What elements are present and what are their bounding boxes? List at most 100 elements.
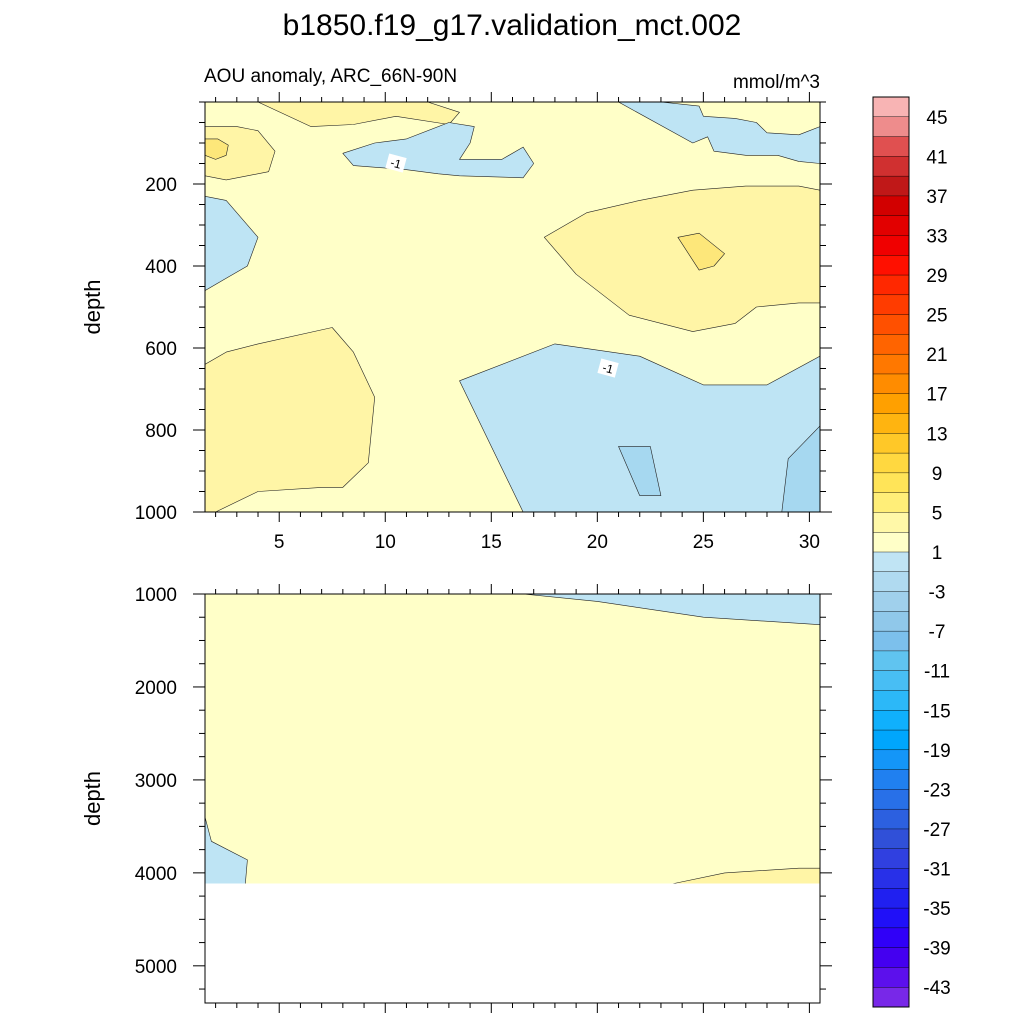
contour-label: -1	[385, 153, 407, 173]
contour-field	[205, 102, 820, 512]
colorbar-swatch	[872, 294, 910, 316]
colorbar-swatch	[872, 116, 910, 138]
contour-region-blue-br-core1	[618, 446, 662, 496]
colorbar-frame	[872, 96, 910, 1008]
contour-region-blue-left-mid	[205, 196, 259, 291]
colorbar-label: -15	[923, 701, 950, 722]
colorbar-swatch	[872, 492, 910, 513]
colorbar-label: -3	[929, 583, 946, 604]
y-tick-label: 3000	[135, 771, 177, 792]
colorbar-label: 9	[932, 464, 943, 485]
colorbar-label: -7	[929, 622, 946, 643]
colorbar-swatch	[872, 532, 910, 553]
colorbar-label: -27	[923, 820, 950, 841]
colorbar-swatch	[872, 808, 910, 830]
colorbar-swatch	[872, 314, 910, 335]
colorbar-swatch	[872, 433, 910, 454]
colorbar-swatch	[872, 729, 910, 751]
colorbar-swatch	[872, 413, 910, 434]
colorbar-swatch	[872, 195, 910, 217]
colorbar-label: -43	[923, 978, 950, 999]
x-tick-label: 25	[693, 532, 714, 553]
upper-panel: -1 -1 5 10 15 20 25 30 200 400 600 800 1000 depth	[80, 92, 832, 553]
colorbar-label: 29	[926, 266, 947, 287]
y-tick-label: 200	[145, 175, 177, 196]
colorbar-swatch	[872, 373, 910, 395]
colorbar-label: 17	[926, 385, 947, 406]
colorbar-swatch	[872, 96, 910, 118]
colorbar-swatch	[872, 393, 910, 415]
y-tick-label: 600	[145, 339, 177, 360]
colorbar-swatch	[872, 571, 910, 593]
y-axis-label: depth	[80, 771, 105, 826]
colorbar-swatch	[872, 611, 910, 632]
contour-fill-base	[205, 594, 820, 885]
colorbar-label: 13	[926, 424, 947, 445]
colorbar-label: -23	[923, 780, 950, 801]
y-axis-label: depth	[80, 279, 105, 334]
colorbar-swatch	[872, 888, 910, 909]
lower-panel: 1000 2000 3000 4000 5000 depth	[80, 584, 832, 1013]
colorbar-swatch	[872, 769, 910, 790]
x-tick-label: 10	[375, 532, 396, 553]
colorbar-label: 41	[926, 147, 947, 168]
colorbar-swatch	[872, 274, 910, 296]
colorbar-swatch	[872, 927, 910, 949]
contour-label-text: -1	[601, 360, 615, 376]
colorbar-swatch	[872, 690, 910, 711]
x-tick-label: 30	[799, 532, 820, 553]
contour-region-yellow-bottom-left	[205, 327, 376, 512]
y-tick-label: 4000	[135, 864, 177, 885]
colorbar-label: 33	[926, 226, 947, 247]
colorbar-swatch	[872, 710, 910, 731]
contour-field	[205, 594, 820, 885]
contour-region-blue-br-core2	[781, 425, 820, 512]
contour-region-blue-bottom-left	[205, 816, 248, 885]
contour-region-blue-top-right	[618, 102, 820, 164]
contour-region-yellow-right-upper	[543, 185, 820, 332]
colorbar-swatch	[872, 175, 910, 197]
colorbar-label: 37	[926, 187, 947, 208]
colorbar-label: 1	[932, 543, 943, 564]
colorbar-swatch	[872, 472, 910, 494]
y-tick-label: 5000	[135, 957, 177, 978]
panel-subtitle-right: mmol/m^3	[733, 72, 820, 93]
colorbar-swatch	[872, 947, 910, 968]
colorbar-label: 45	[926, 108, 947, 129]
colorbar-swatch	[872, 987, 910, 1008]
y-tick-label: 800	[145, 421, 177, 442]
colorbar-swatch	[872, 907, 910, 929]
contour-label: -1	[597, 358, 619, 378]
colorbar: 45 41 37 33 29 25 21 17 13 9 5 1 -3 -7 -11 -15 -19 -23 -27…	[872, 96, 951, 1008]
contour-region-yellow-tl-core	[205, 138, 229, 160]
contour-region-yellow-right-core	[677, 232, 725, 271]
y-tick-label: 400	[145, 257, 177, 278]
x-tick-label: 5	[274, 532, 285, 553]
plot-title: b1850.f19_g17.validation_mct.002	[283, 9, 742, 42]
colorbar-swatch	[872, 334, 910, 355]
colorbar-swatch	[872, 789, 910, 810]
contour-region-blue-bottom-right	[459, 343, 820, 512]
contour-region-yellow-topleft	[205, 126, 276, 181]
colorbar-label: -19	[923, 741, 950, 762]
colorbar-swatch	[872, 848, 910, 870]
colorbar-swatch	[872, 551, 910, 573]
contour-region-blue-top-right	[522, 594, 820, 626]
contour-label-text: -1	[389, 155, 403, 171]
x-tick-label: 20	[587, 532, 608, 553]
colorbar-swatch	[872, 452, 910, 474]
colorbar-swatch	[872, 156, 910, 177]
colorbar-swatch	[872, 670, 910, 691]
y-tick-label: 1000	[135, 585, 177, 606]
colorbar-swatch	[872, 650, 910, 672]
colorbar-swatch	[872, 749, 910, 771]
colorbar-swatch	[872, 630, 910, 652]
colorbar-swatch	[872, 828, 910, 850]
colorbar-swatch	[872, 967, 910, 988]
colorbar-label: -39	[923, 939, 950, 960]
panel-subtitle-left: AOU anomaly, ARC_66N-90N	[204, 66, 457, 87]
colorbar-swatch	[872, 255, 910, 276]
y-tick-label: 2000	[135, 678, 177, 699]
colorbar-swatch	[872, 136, 910, 157]
